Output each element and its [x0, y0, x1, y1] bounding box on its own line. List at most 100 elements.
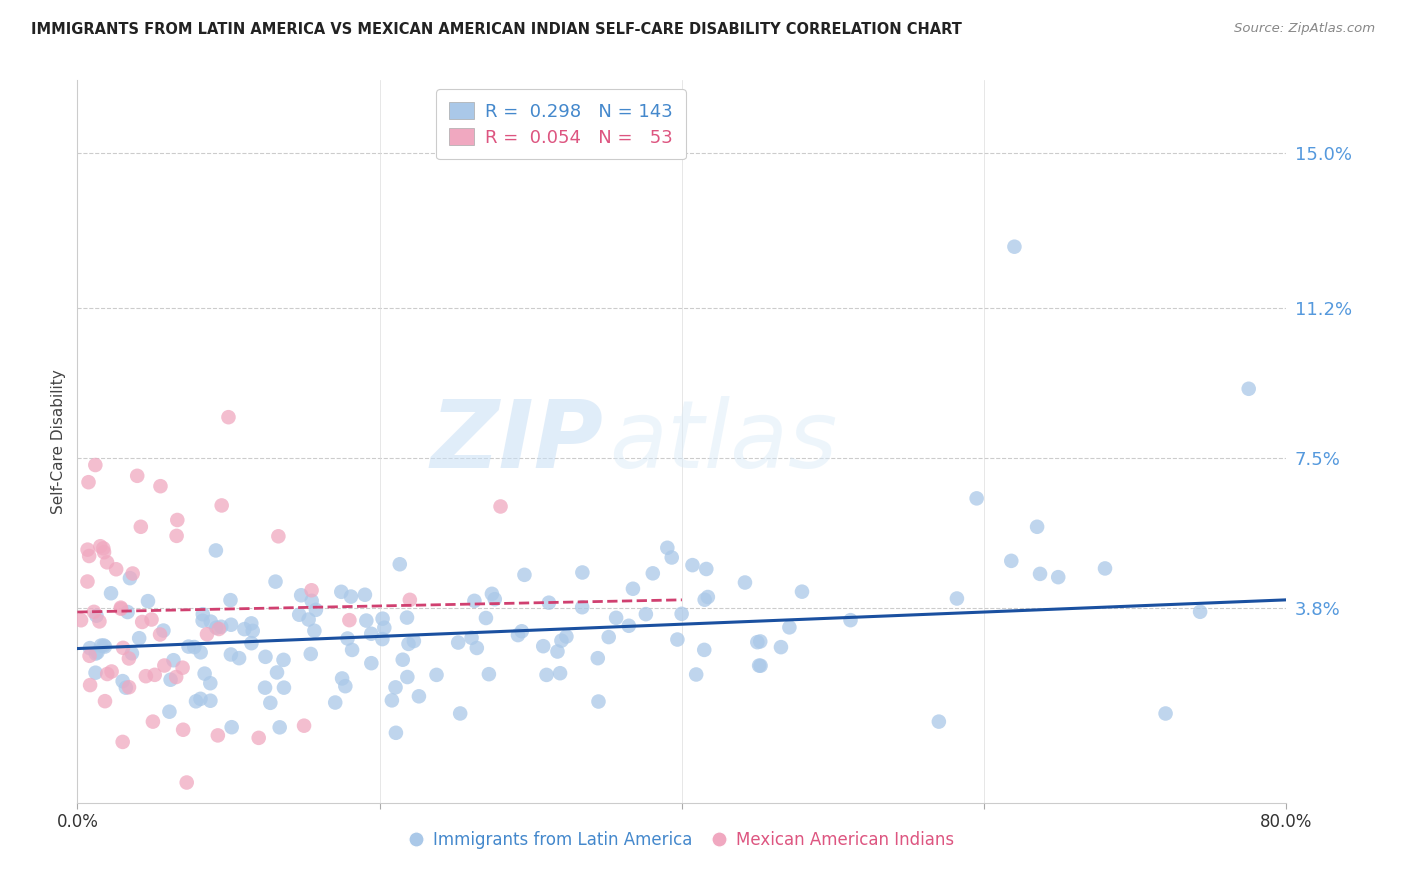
- Point: [571, 566, 593, 580]
- Point: [531, 639, 554, 653]
- Point: [240, 636, 263, 650]
- Point: [143, 668, 166, 682]
- Point: [484, 592, 506, 607]
- Point: [928, 714, 950, 729]
- Point: [513, 567, 536, 582]
- Point: [247, 731, 270, 745]
- Point: [371, 612, 394, 626]
- Point: [391, 653, 413, 667]
- Point: [94, 694, 117, 708]
- Point: [172, 723, 194, 737]
- Point: [1026, 520, 1049, 534]
- Point: [153, 658, 176, 673]
- Point: [269, 720, 291, 734]
- Point: [621, 582, 644, 596]
- Point: [425, 668, 447, 682]
- Point: [79, 648, 101, 663]
- Point: [209, 620, 232, 634]
- Point: [747, 635, 769, 649]
- Point: [381, 693, 404, 707]
- Point: [489, 500, 512, 514]
- Point: [465, 640, 488, 655]
- Point: [506, 628, 529, 642]
- Point: [336, 632, 359, 646]
- Point: [481, 587, 503, 601]
- Point: [84, 665, 107, 680]
- Point: [354, 588, 377, 602]
- Point: [839, 613, 862, 627]
- Point: [228, 651, 250, 665]
- Point: [301, 583, 323, 598]
- Y-axis label: Self-Care Disability: Self-Care Disability: [51, 369, 66, 514]
- Point: [115, 681, 138, 695]
- Point: [546, 644, 568, 658]
- Point: [304, 624, 326, 638]
- Point: [152, 624, 174, 638]
- Point: [118, 680, 141, 694]
- Point: [1154, 706, 1177, 721]
- Point: [586, 651, 609, 665]
- Point: [398, 637, 420, 651]
- Point: [323, 696, 346, 710]
- Point: [149, 479, 172, 493]
- Point: [408, 690, 430, 704]
- Text: IMMIGRANTS FROM LATIN AMERICA VS MEXICAN AMERICAN INDIAN SELF-CARE DISABILITY CO: IMMIGRANTS FROM LATIN AMERICA VS MEXICAN…: [31, 22, 962, 37]
- Point: [194, 666, 217, 681]
- Point: [233, 622, 256, 636]
- Point: [90, 639, 112, 653]
- Point: [734, 575, 756, 590]
- Point: [946, 591, 969, 606]
- Point: [177, 640, 200, 654]
- Point: [305, 603, 328, 617]
- Point: [218, 410, 240, 425]
- Point: [396, 670, 419, 684]
- Point: [373, 621, 395, 635]
- Point: [478, 667, 501, 681]
- Point: [598, 630, 620, 644]
- Point: [340, 590, 363, 604]
- Point: [77, 475, 100, 490]
- Point: [200, 615, 222, 629]
- Point: [298, 613, 321, 627]
- Point: [340, 643, 363, 657]
- Point: [685, 667, 707, 681]
- Point: [617, 619, 640, 633]
- Point: [93, 545, 115, 559]
- Point: [191, 607, 214, 622]
- Point: [190, 691, 212, 706]
- Point: [221, 720, 243, 734]
- Point: [769, 640, 792, 654]
- Point: [149, 627, 172, 641]
- Point: [166, 513, 188, 527]
- Point: [76, 574, 98, 589]
- Point: [219, 593, 242, 607]
- Point: [292, 719, 315, 733]
- Point: [266, 665, 288, 680]
- Point: [79, 641, 101, 656]
- Point: [749, 658, 772, 673]
- Point: [356, 614, 378, 628]
- Point: [290, 588, 312, 602]
- Point: [100, 586, 122, 600]
- Point: [693, 643, 716, 657]
- Point: [475, 611, 498, 625]
- Point: [337, 613, 360, 627]
- Point: [254, 681, 277, 695]
- Point: [136, 594, 159, 608]
- Point: [399, 592, 422, 607]
- Point: [657, 541, 679, 555]
- Point: [135, 669, 157, 683]
- Point: [219, 648, 242, 662]
- Point: [696, 590, 718, 604]
- Point: [76, 542, 98, 557]
- Point: [190, 645, 212, 659]
- Point: [127, 468, 149, 483]
- Point: [129, 520, 152, 534]
- Point: [111, 735, 134, 749]
- Point: [165, 670, 187, 684]
- Point: [183, 640, 205, 654]
- Point: [141, 613, 163, 627]
- Point: [330, 584, 353, 599]
- Point: [550, 633, 572, 648]
- Text: atlas: atlas: [609, 396, 838, 487]
